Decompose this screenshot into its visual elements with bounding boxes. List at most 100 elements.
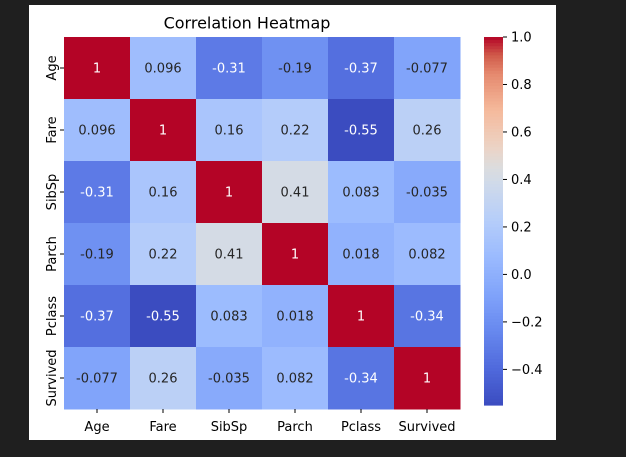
colorbar-segment (484, 355, 503, 360)
colorbar-segment (484, 303, 503, 308)
colorbar-segment (484, 359, 503, 363)
cell-value-label: 0.083 (342, 186, 379, 201)
colorbar-segment (484, 257, 503, 262)
colorbar-tick-label: −0.2 (511, 315, 543, 330)
colorbar-segment (484, 58, 503, 63)
colorbar-segment (484, 236, 503, 240)
colorbar-segment (484, 104, 503, 109)
colorbar-segment (484, 125, 503, 130)
heatmap-cell (196, 161, 263, 224)
y-tick-label: Parch (45, 236, 60, 272)
heatmap-cell (130, 37, 197, 100)
cell-value-label: 0.41 (215, 248, 244, 263)
heatmap-cell (130, 223, 197, 286)
cell-value-label: 1 (159, 124, 167, 139)
colorbar-segment (484, 208, 503, 213)
colorbar-tick-label: 0.6 (511, 125, 532, 140)
colorbar-segment (484, 309, 503, 314)
cell-value-label: 0.26 (413, 124, 442, 139)
colorbar-segment (484, 401, 503, 406)
heatmap-cell (328, 285, 395, 348)
colorbar-segment (484, 122, 503, 127)
y-tick-label: SibSp (45, 174, 60, 211)
x-axis-tick-labels: Age Fare SibSp Parch Pclass Survived (84, 409, 456, 435)
colorbar-segment (484, 156, 503, 161)
cell-value-label: -0.31 (80, 186, 114, 201)
colorbar-segment (484, 340, 503, 345)
y-tick-label: Pclass (45, 296, 60, 336)
x-tick-label: Parch (277, 420, 313, 435)
colorbar-segment (484, 285, 503, 290)
colorbar-tick-label: −0.4 (511, 363, 543, 378)
cell-value-label: -0.55 (344, 124, 378, 139)
x-tick-label: Fare (149, 420, 176, 435)
heatmap-cell (130, 285, 197, 348)
colorbar-tick-label: 1.0 (511, 31, 532, 46)
heatmap-cell (328, 161, 395, 224)
colorbar-segment (484, 168, 503, 173)
cell-value-label: 0.096 (144, 62, 181, 77)
colorbar-segment (484, 135, 503, 139)
colorbar-segment (484, 61, 503, 66)
colorbar-segment (484, 116, 503, 121)
chart-title: Correlation Heatmap (164, 14, 331, 33)
colorbar-segment (484, 349, 503, 354)
heatmap-cell (262, 223, 329, 286)
colorbar-segment (484, 165, 503, 170)
colorbar-segment (484, 214, 503, 219)
colorbar-segment (484, 325, 503, 329)
colorbar-segment (484, 40, 503, 44)
cell-value-label: -0.37 (80, 310, 114, 325)
cell-value-label: 0.082 (408, 248, 445, 263)
colorbar-segment (484, 352, 503, 357)
colorbar-segment (484, 129, 503, 133)
cell-value-label: -0.035 (406, 186, 448, 201)
cell-value-label: 0.018 (276, 310, 313, 325)
colorbar-segment (484, 178, 503, 182)
colorbar-segment (484, 83, 503, 87)
colorbar-segment (484, 43, 503, 47)
colorbar-segment (484, 248, 503, 253)
colorbar-segment (484, 300, 503, 305)
heatmap-cell (394, 223, 461, 286)
colorbar-tick-label: 0.0 (511, 268, 532, 283)
heatmap-cell (262, 285, 329, 348)
heatmap-cell (64, 161, 131, 224)
colorbar-segment (484, 150, 503, 155)
colorbar-segment (484, 70, 503, 75)
colorbar-segment (484, 346, 503, 351)
colorbar-segment (484, 187, 503, 191)
colorbar-segment (484, 202, 503, 207)
colorbar-segment (484, 331, 503, 336)
colorbar-segment (484, 294, 503, 299)
colorbar-segment (484, 362, 503, 366)
cell-value-label: -0.55 (146, 310, 180, 325)
colorbar: 1.0 0.8 0.6 0.4 0.2 0.0 −0.2 −0.4 (484, 31, 543, 406)
heatmap-cell (196, 37, 263, 100)
colorbar-segment (484, 205, 503, 210)
y-tick-label: Age (45, 55, 60, 80)
colorbar-segment (484, 227, 503, 231)
cell-value-label: 0.096 (78, 124, 115, 139)
colorbar-segment (484, 193, 503, 198)
heatmap-cell (196, 347, 263, 410)
colorbar-segment (484, 276, 503, 280)
colorbar-segment (484, 190, 503, 194)
colorbar-segment (484, 64, 503, 69)
x-tick-label: Pclass (341, 420, 381, 435)
colorbar-segment (484, 113, 503, 118)
colorbar-segment (484, 221, 503, 225)
colorbar-segment (484, 322, 503, 326)
heatmap-chart: Correlation Heatmap 1 0.096 -0.31 -0.19 -0.3… (45, 14, 543, 436)
colorbar-segment (484, 365, 503, 369)
colorbar-segment (484, 328, 503, 332)
colorbar-segment (484, 395, 503, 400)
colorbar-segment (484, 147, 503, 152)
colorbar-segment (484, 199, 503, 204)
colorbar-tick-label: 0.8 (511, 78, 532, 93)
colorbar-segment (484, 79, 503, 84)
colorbar-segment (484, 398, 503, 403)
heatmap-cell (394, 285, 461, 348)
y-axis-tick-labels: Age Fare SibSp Parch Pclass Survived (45, 55, 64, 407)
colorbar-segment (484, 86, 503, 90)
